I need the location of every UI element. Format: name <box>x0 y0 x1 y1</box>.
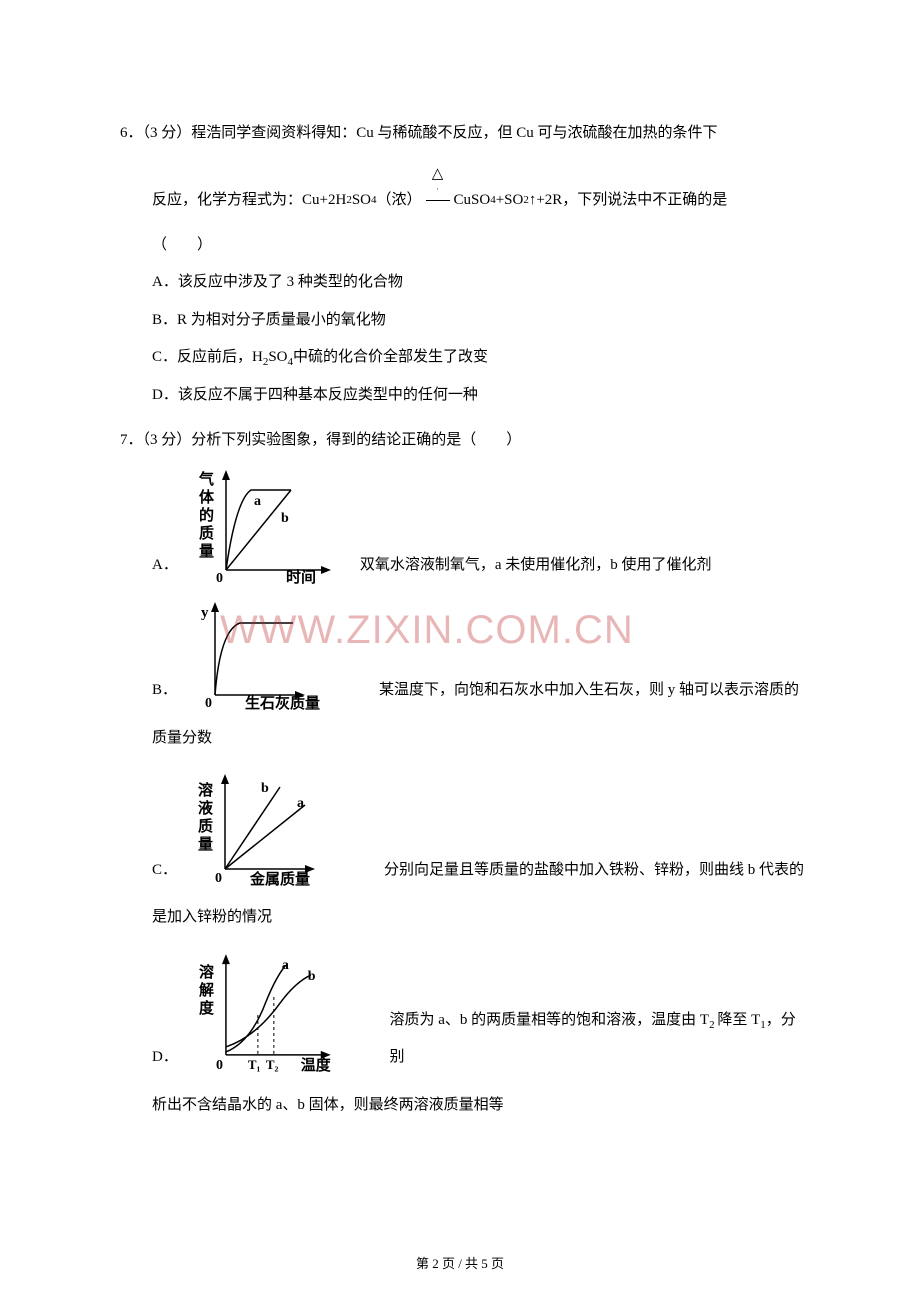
chart-C-y3: 质 <box>198 817 213 835</box>
q6-equation: 反应，化学方程式为：Cu+2H2SO4（浓） △ · CuSO4+SO2↑+2R… <box>120 183 810 217</box>
chart-D-y1: 溶 <box>199 963 214 981</box>
optD-label: D． <box>120 1039 178 1077</box>
chart-C-xlabel: 金属质量 <box>249 870 310 888</box>
chart-A-y1: 气 <box>198 470 214 488</box>
question-7: 7．（3 分）分析下列实验图象，得到的结论正确的是（ ） A． a b 气 体 … <box>120 422 810 1124</box>
question-6: 6．（3 分）程浩同学查阅资料得知：Cu 与稀硫酸不反应，但 Cu 可与浓硫酸在… <box>120 115 810 414</box>
eq-conc: （浓） <box>377 185 422 215</box>
q6-optD: D．该反应不属于四种基本反应类型中的任何一种 <box>120 377 810 415</box>
chart-A: a b 气 体 的 质 量 0 时间 <box>186 460 356 585</box>
chart-A-y5: 量 <box>199 543 214 560</box>
chart-C-label-b: b <box>261 781 269 796</box>
chart-A-y3: 的 <box>199 506 214 524</box>
optD-text: 溶质为 a、b 的两质量相等的饱和溶液，温度由 T2 降至 T1，分别 <box>389 1002 810 1077</box>
chart-C-y1: 溶 <box>198 781 213 799</box>
q7-stem: 7．（3 分）分析下列实验图象，得到的结论正确的是（ ） <box>120 422 810 460</box>
optC-p2: SO <box>268 349 287 365</box>
triangle-icon: △ <box>432 167 444 182</box>
q6-optC: C．反应前后，H2SO4中硫的化合价全部发生了改变 <box>120 339 810 377</box>
q7-optD-row: D． a b 溶 解 度 0 T₁ T₂ 温度 溶质为 a、b 的两质量相等的饱… <box>120 947 810 1077</box>
chart-D-y3: 度 <box>199 998 214 1016</box>
optC-cont: 是加入锌粉的情况 <box>120 899 810 937</box>
optD-cont: 析出不含结晶水的 a、b 固体，则最终两溶液质量相等 <box>120 1087 810 1125</box>
eq-so4: SO <box>352 185 371 215</box>
optC-p3: 中硫的化合价全部发生了改变 <box>293 349 488 365</box>
optC-p1: C．反应前后，H <box>152 349 263 365</box>
optA-label: A． <box>120 547 178 585</box>
chart-D-label-a: a <box>282 958 289 973</box>
chart-D-origin: 0 <box>216 1057 223 1072</box>
chart-A-label-b: b <box>281 511 289 526</box>
optB-text: 某温度下，向饱和石灰水中加入生石灰，则 y 轴可以表示溶质的 <box>379 672 799 710</box>
eq-line <box>426 200 450 201</box>
chart-A-xlabel: 时间 <box>286 568 316 585</box>
page-footer: 第 2 页 / 共 5 页 <box>0 1253 920 1272</box>
q6-paren: （ ） <box>120 227 810 265</box>
q6-optB: B．R 为相对分子质量最小的氧化物 <box>120 302 810 340</box>
chart-C-y2: 液 <box>198 799 214 817</box>
chart-B-xlabel: 生石灰质量 <box>245 694 320 710</box>
q7-optC-row: C． b a 溶 液 质 量 0 金属质量 分别向足量且等质量的盐酸中加入铁粉、… <box>120 767 810 889</box>
chart-B-y: y <box>201 605 209 621</box>
chart-A-label-a: a <box>254 494 261 509</box>
optD-t1: 溶质为 a、b 的两质量相等的饱和溶液，温度由 T <box>389 1012 709 1028</box>
chart-B: y 0 生石灰质量 <box>185 595 375 710</box>
chart-C-label-a: a <box>297 796 304 811</box>
optB-cont: 质量分数 <box>120 720 810 758</box>
chart-C: b a 溶 液 质 量 0 金属质量 <box>185 767 380 889</box>
chart-D-y2: 解 <box>199 981 214 999</box>
chart-D-t2: T₂ <box>266 1056 279 1071</box>
dot: · <box>436 182 439 198</box>
chart-D-t1: T₁ <box>248 1056 261 1071</box>
chart-A-origin: 0 <box>216 571 223 585</box>
chart-B-origin: 0 <box>205 696 212 710</box>
eq-suffix3: ↑+2R，下列说法中不正确的是 <box>529 185 727 215</box>
chart-D-xlabel: 温度 <box>301 1055 331 1073</box>
chart-C-origin: 0 <box>215 871 222 886</box>
optA-text: 双氧水溶液制氧气，a 未使用催化剂，b 使用了催化剂 <box>360 547 712 585</box>
chart-D-label-b: b <box>308 969 316 984</box>
optC-text: 分别向足量且等质量的盐酸中加入铁粉、锌粉，则曲线 b 代表的 <box>384 852 804 890</box>
optC-label: C． <box>120 852 177 890</box>
eq-suffix1: CuSO <box>454 185 491 215</box>
q6-stem: 6．（3 分）程浩同学查阅资料得知：Cu 与稀硫酸不反应，但 Cu 可与浓硫酸在… <box>120 115 810 153</box>
q7-optB-row: B． y 0 生石灰质量 某温度下，向饱和石灰水中加入生石灰，则 y 轴可以表示… <box>120 595 810 710</box>
optB-label: B． <box>120 672 177 710</box>
heat-symbol: △ · <box>426 167 450 201</box>
eq-suffix2: +SO <box>496 185 524 215</box>
chart-C-y4: 量 <box>198 836 213 853</box>
optD-t2: 降至 T <box>717 1012 760 1028</box>
q6-optA: A．该反应中涉及了 3 种类型的化合物 <box>120 264 810 302</box>
q7-optA-row: A． a b 气 体 的 质 量 0 时间 双氧水溶液制氧气，a 未使用催化剂，… <box>120 460 810 585</box>
chart-A-y2: 体 <box>199 488 215 506</box>
eq-prefix: 反应，化学方程式为：Cu+2H <box>152 185 346 215</box>
chart-D: a b 溶 解 度 0 T₁ T₂ 温度 <box>186 947 386 1077</box>
chart-A-y4: 质 <box>199 524 214 542</box>
